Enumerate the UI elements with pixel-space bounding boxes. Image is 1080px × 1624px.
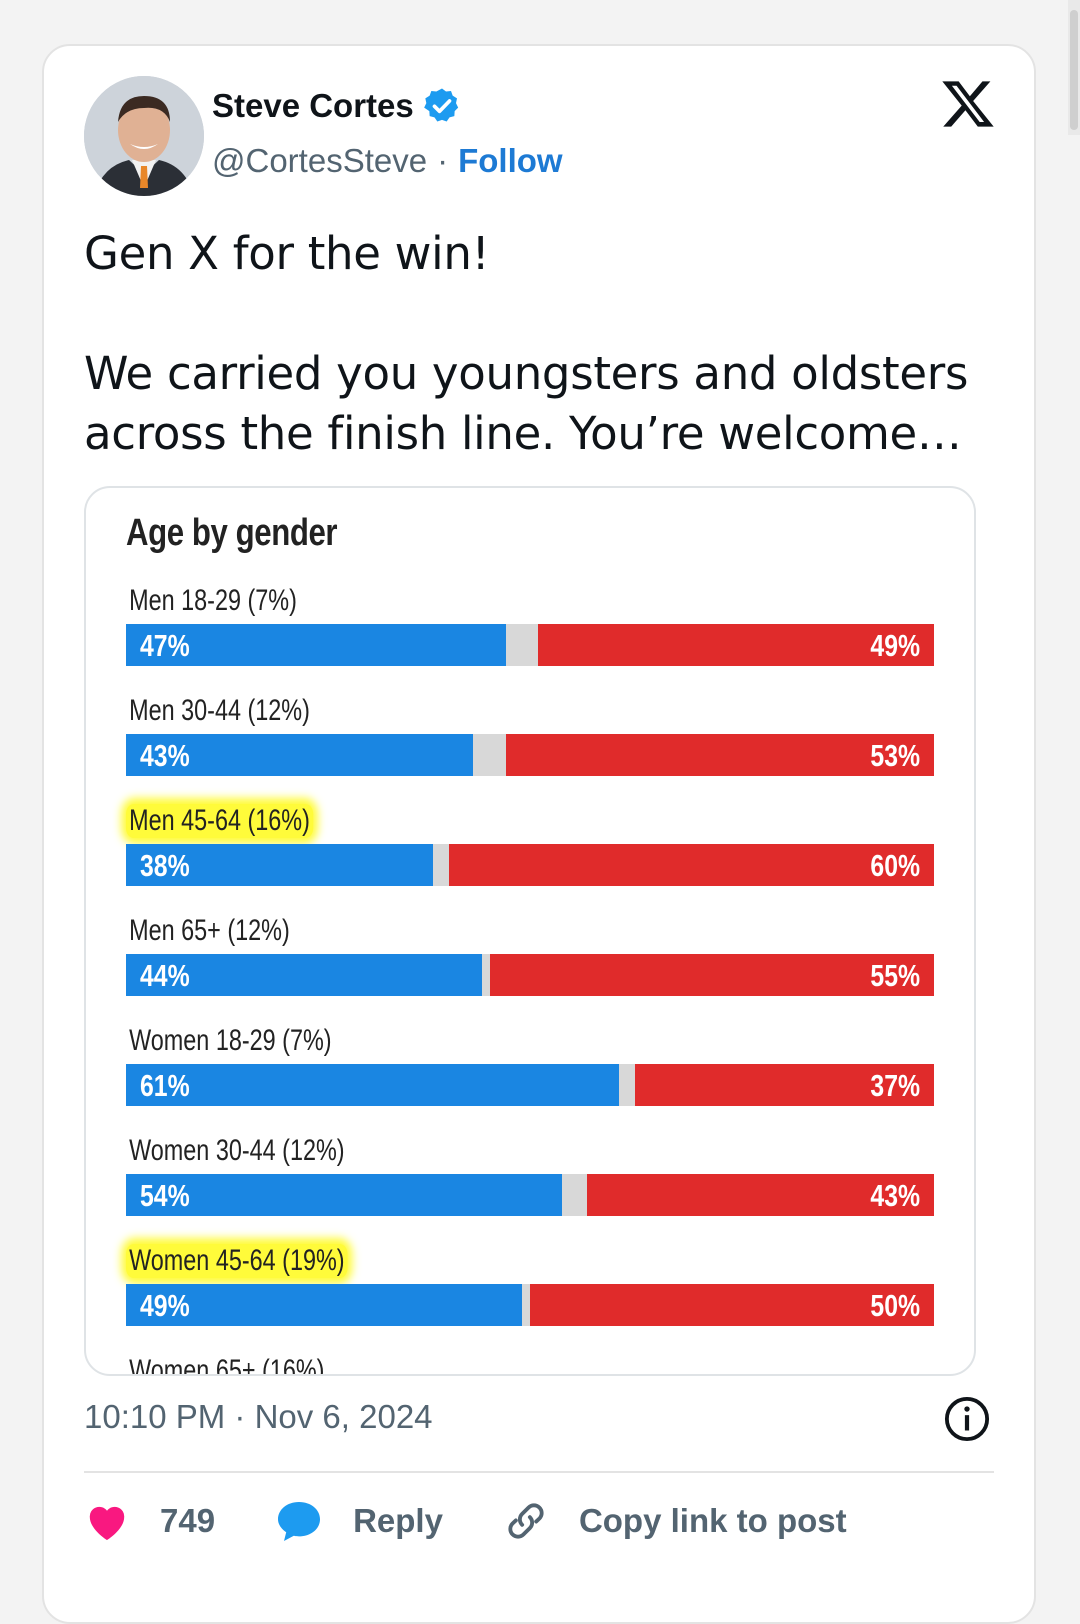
chart-bar-blue [126, 734, 474, 776]
chart-value-label-red: 37% [870, 1068, 920, 1103]
heart-icon [89, 1506, 125, 1541]
copy-link-button[interactable]: Copy link to post [503, 1498, 847, 1544]
reply-label: Reply [353, 1502, 443, 1539]
chart-row-label: Men 65+ (12%) [129, 914, 290, 947]
post-text: Gen X for the win! We carried you youngs… [84, 224, 984, 464]
chart-bar-red [489, 954, 934, 996]
chart-title: Age by gender [126, 512, 338, 554]
chart-row-label: Women 65+ (16%) [129, 1354, 325, 1376]
chart-bar-blue [126, 1064, 619, 1106]
chart-value-label-blue: 61% [140, 1068, 190, 1103]
chart-bar-red [530, 1284, 934, 1326]
follow-button[interactable]: Follow [458, 142, 563, 179]
scrollbar[interactable] [1068, 0, 1080, 135]
chart-bar-track: 43% 53% [126, 734, 934, 776]
chart-row-label: Men 18-29 (7%) [129, 584, 297, 617]
reply-button[interactable]: Reply [275, 1499, 443, 1543]
chart-bar-blue [126, 1174, 563, 1216]
chart-row: Men 45-64 (16%) 38% 60% [126, 804, 936, 894]
chart-row: Men 18-29 (7%) 47% 49% [126, 584, 936, 674]
chart-bar-track: 38% 60% [126, 844, 934, 886]
post-text-line-2: We carried you youngsters and oldsters a… [84, 347, 969, 460]
chart-bar-red [449, 844, 934, 886]
author-handle[interactable]: @CortesSteve [212, 142, 428, 179]
chart-row-label: Women 18-29 (7%) [129, 1024, 332, 1057]
chart-value-label-blue: 49% [140, 1288, 190, 1323]
scrollbar-thumb[interactable] [1070, 10, 1078, 130]
chart-bar-track: 44% 55% [126, 954, 934, 996]
post-text-line-1: Gen X for the win! [84, 227, 490, 280]
chart-row: Women 45-64 (19%) 49% 50% [126, 1244, 936, 1334]
chart-value-label-blue: 54% [140, 1178, 190, 1213]
reply-bubble-icon [278, 1502, 321, 1541]
chart-row-label: Women 45-64 (19%) [126, 1244, 348, 1278]
chart-bar-red [505, 734, 934, 776]
avatar[interactable] [84, 76, 204, 196]
like-count: 749 [160, 1502, 216, 1539]
post-actions: 749 Reply Copy link to post [84, 1498, 847, 1544]
post-timestamp[interactable]: 10:10 PM · Nov 6, 2024 [84, 1398, 433, 1435]
info-icon[interactable] [944, 1396, 990, 1442]
chart-bar-red [635, 1064, 934, 1106]
chart-row-label: Men 45-64 (16%) [126, 804, 314, 838]
chart-row: Women 18-29 (7%) 61% 37% [126, 1024, 936, 1114]
chart-bar-blue [126, 954, 482, 996]
chart-value-label-red: 49% [870, 628, 920, 663]
chart-bar-track: 61% 37% [126, 1064, 934, 1106]
chart-bar-track: 54% 43% [126, 1174, 934, 1216]
chart-bar-blue [126, 844, 434, 886]
chart-value-label-red: 43% [870, 1178, 920, 1213]
verified-badge-icon [423, 88, 458, 122]
post-card: Steve Cortes @CortesSteve · Follow Gen X… [42, 44, 1036, 1624]
handle-separator: · [437, 142, 449, 179]
chart-value-label-red: 60% [870, 848, 920, 883]
chart-value-label-red: 53% [870, 738, 920, 773]
avatar-image [84, 76, 204, 196]
divider [84, 1471, 994, 1473]
chart-bar-blue [126, 1284, 522, 1326]
like-button[interactable]: 749 [84, 1500, 215, 1542]
x-logo-icon[interactable] [940, 76, 996, 132]
author-name[interactable]: Steve Cortes [212, 87, 414, 124]
chart-row-label: Men 30-44 (12%) [129, 694, 310, 727]
chart-value-label-blue: 43% [140, 738, 190, 773]
chart-image[interactable]: Age by gender Men 18-29 (7%) 47% 49% Men 30… [84, 486, 976, 1376]
chart-bar-track: 47% 49% [126, 624, 934, 666]
chart-row: Women 30-44 (12%) 54% 43% [126, 1134, 936, 1224]
copy-link-label: Copy link to post [578, 1502, 847, 1539]
chart-row: Women 65+ (16%) [126, 1354, 936, 1376]
chart-value-label-blue: 47% [140, 628, 190, 663]
chart-bar-red [538, 624, 934, 666]
chart-value-label-red: 50% [870, 1288, 920, 1323]
chart-value-label-red: 55% [870, 958, 920, 993]
chart-row-label: Women 30-44 (12%) [129, 1134, 345, 1167]
chart-value-label-blue: 38% [140, 848, 190, 883]
chart-row: Men 65+ (12%) 44% 55% [126, 914, 936, 1004]
chart-bar-red [586, 1174, 934, 1216]
chart-row: Men 30-44 (12%) 43% 53% [126, 694, 936, 784]
chart-bar-blue [126, 624, 506, 666]
link-icon [508, 1503, 544, 1539]
chart-bar-track: 49% 50% [126, 1284, 934, 1326]
chart-value-label-blue: 44% [140, 958, 190, 993]
